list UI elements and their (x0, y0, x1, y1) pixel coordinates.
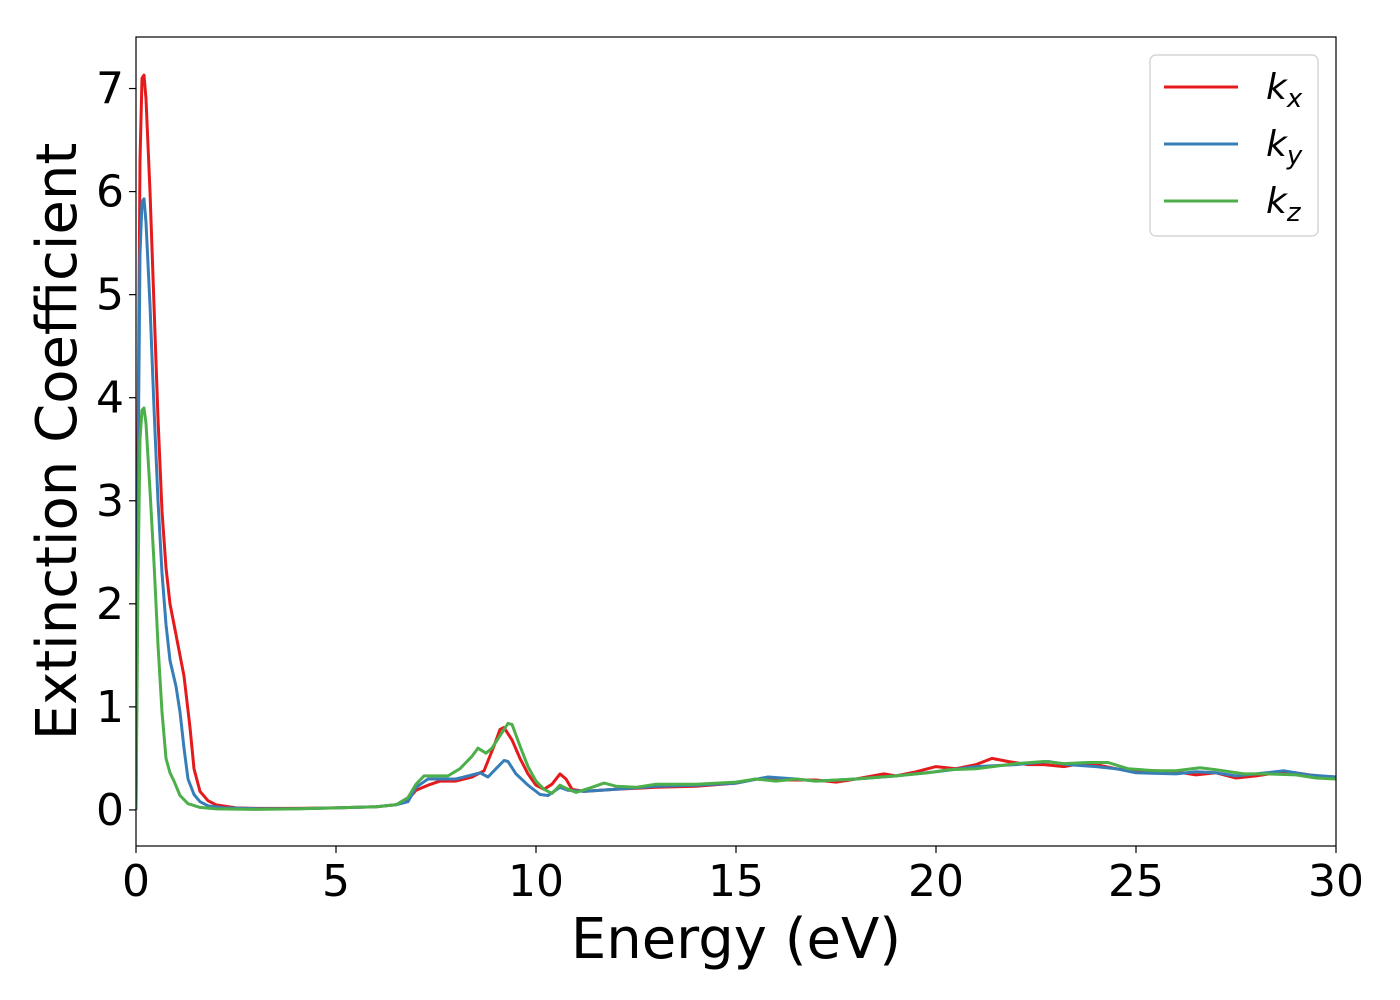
x-axis-label: Energy (eV) (571, 907, 901, 972)
series-layer (136, 73, 1336, 811)
y-axis-label: Extinction Coefficient (25, 143, 90, 741)
x-tick-label: 25 (1108, 856, 1164, 907)
x-tick-label: 20 (908, 856, 964, 907)
x-tick-label: 0 (122, 856, 150, 907)
x-tick-label: 15 (708, 856, 764, 907)
x-tick-label: 5 (322, 856, 350, 907)
y-tick-label: 0 (96, 785, 124, 836)
y-tick-label: 4 (96, 373, 124, 424)
y-tick-label: 5 (96, 270, 124, 321)
y-tick-label: 3 (96, 476, 124, 527)
y-axis-ticks: 0 1 2 3 4 5 6 7 (96, 64, 136, 836)
x-tick-label: 10 (508, 856, 564, 907)
series-line-k-z (136, 406, 1336, 811)
y-tick-label: 7 (96, 64, 124, 115)
y-tick-label: 2 (96, 579, 124, 630)
y-tick-label: 6 (96, 167, 124, 218)
x-axis-ticks: 0 5 10 15 20 25 30 (122, 846, 1364, 907)
x-tick-label: 30 (1308, 856, 1364, 907)
y-tick-label: 1 (96, 682, 124, 733)
